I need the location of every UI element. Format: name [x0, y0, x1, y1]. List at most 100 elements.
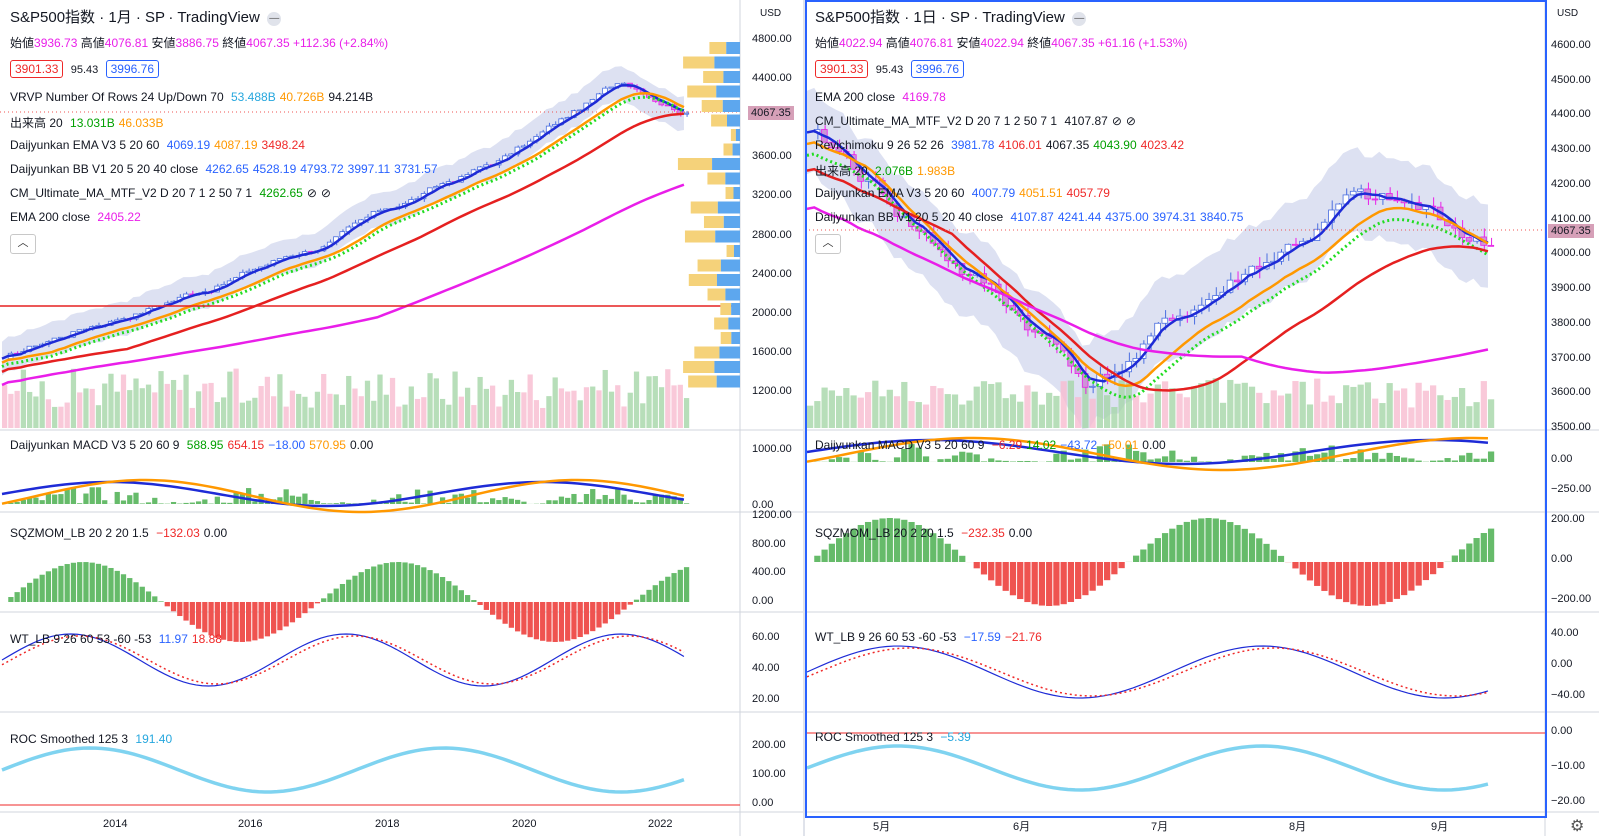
indicator-legend-row[interactable]: Daijyunkan EMA V3 5 20 60 4007.79 4051.51… [815, 186, 1110, 200]
volume-profile-bar [735, 129, 740, 141]
buy-button[interactable]: 3996.76 [105, 60, 159, 78]
volume-bar [427, 373, 433, 428]
volume-bar [922, 404, 930, 428]
more-options-icon[interactable]: — [1072, 11, 1087, 26]
gear-icon[interactable]: ⚙ [1570, 818, 1585, 835]
symbol-title[interactable]: S&P500指数 · 1月 · SP [10, 9, 166, 26]
indicator-legend-row[interactable]: EMA 200 close 4169.78 [815, 90, 946, 104]
sqz-axis-label: −200.00 [1551, 593, 1592, 605]
volume-profile-bar [723, 216, 740, 228]
macd-histogram-bar [170, 501, 177, 504]
macd-histogram-bar [1393, 455, 1401, 462]
collapse-legend-button[interactable]: ︿ [10, 234, 36, 254]
macd-histogram-bar [189, 502, 195, 504]
volume-bar [807, 405, 814, 428]
volume-bar [1219, 402, 1227, 428]
squeeze-momentum-bar [1458, 549, 1466, 562]
squeeze-momentum-bar [489, 602, 496, 615]
indicator-value: 3974.31 [1152, 210, 1197, 224]
indicator-legend-row[interactable]: VRVP Number Of Rows 24 Up/Down 70 53.488… [10, 90, 373, 104]
indicator-value: 4107.87 [1010, 210, 1054, 224]
macd-histogram-bar [27, 497, 33, 504]
squeeze-momentum-bar [814, 555, 821, 562]
macd-histogram-bar [1169, 450, 1176, 462]
macd-histogram-bar [677, 497, 683, 504]
macd-histogram-bar [1161, 456, 1169, 462]
volume-bar [1314, 378, 1321, 428]
collapse-legend-button[interactable]: ︿ [815, 234, 841, 254]
squeeze-momentum-bar [321, 598, 327, 602]
indicator-legend-row[interactable]: 出来高 20 2.076B 1.983B [815, 162, 955, 179]
squeeze-momentum-bar [45, 571, 52, 602]
sell-button[interactable]: 3901.33 [10, 60, 64, 78]
pane-divider[interactable] [803, 0, 805, 836]
indicator-legend-row[interactable]: Daijyunkan BB V1 20 5 20 40 close 4262.6… [10, 162, 438, 176]
squeeze-momentum-bar [627, 602, 633, 605]
macd-histogram-bar [102, 500, 108, 504]
macd-histogram-bar [828, 459, 835, 462]
daily-chart-canvas[interactable] [805, 0, 1599, 836]
squeeze-momentum-bar [951, 549, 959, 562]
squeeze-momentum-bar [389, 562, 396, 602]
squeeze-momentum-bar [408, 563, 414, 602]
volume-bar [1408, 407, 1415, 428]
macd-histogram-bar [252, 501, 258, 504]
squeeze-momentum-bar [640, 594, 646, 602]
monthly-chart-canvas[interactable] [0, 0, 803, 836]
wt-value: 18.88 [191, 632, 222, 646]
squeeze-momentum-bar [521, 602, 527, 635]
spread-value: 95.43 [875, 64, 904, 76]
macd-histogram-bar [1386, 452, 1393, 462]
volume-profile-bar [709, 42, 727, 54]
squeeze-momentum-bar [383, 563, 389, 602]
indicator-legend-row[interactable]: CM_Ultimate_MA_MTF_V2 D 20 7 1 2 50 7 1 … [10, 186, 331, 200]
volume-bar [814, 401, 821, 428]
macd-histogram-bar [633, 502, 640, 504]
volume-bar [857, 397, 864, 428]
buy-button[interactable]: 3996.76 [910, 60, 964, 78]
volume-bar [327, 393, 333, 428]
squeeze-momentum-bar [886, 518, 893, 562]
sqz-legend: SQZMOM_LB 20 2 20 1.5 −132.03 0.00 [10, 526, 227, 540]
indicator-legend-row[interactable]: Revichimoku 9 26 52 26 3981.78 4106.01 406… [815, 138, 1184, 152]
volume-bar [371, 400, 377, 428]
indicator-legend-row[interactable]: Daijyunkan BB V1 20 5 20 40 close 4107.8… [815, 210, 1243, 224]
volume-bar [139, 388, 145, 428]
volume-profile-bar [730, 129, 736, 141]
squeeze-momentum-bar [683, 567, 690, 602]
currency-label[interactable]: USD [760, 8, 782, 19]
macd-histogram-bar [1140, 452, 1147, 462]
candle-body [1371, 198, 1379, 201]
currency-label[interactable]: USD [1557, 8, 1579, 19]
volume-bar [646, 376, 652, 428]
volume-profile-bar [677, 158, 713, 170]
candle-body [620, 82, 627, 85]
macd-histogram-bar [1430, 460, 1437, 462]
volume-bar [988, 383, 995, 428]
sell-button[interactable]: 3901.33 [815, 60, 869, 78]
daily-chart-pane[interactable]: S&P500指数 · 1日 · SP · TradingView — 始値402… [805, 0, 1599, 836]
volume-bar [1386, 383, 1393, 428]
symbol-title[interactable]: S&P500指数 · 1日 · SP [815, 9, 971, 26]
indicator-legend-row[interactable]: 出来高 20 13.031B 46.033B [10, 114, 163, 131]
monthly-chart-pane[interactable]: S&P500指数 · 1月 · SP · TradingView — 始値393… [0, 0, 803, 836]
volume-bar [120, 374, 127, 428]
volume-bar [127, 390, 133, 428]
indicator-legend-row[interactable]: Daijyunkan EMA V3 5 20 60 4069.19 4087.19… [10, 138, 305, 152]
price-axis-label: 4300.00 [1551, 143, 1591, 156]
squeeze-momentum-bar [577, 602, 583, 638]
volume-profile-bar [733, 245, 740, 257]
volume-bar [39, 381, 45, 428]
volume-bar [1328, 395, 1335, 428]
volume-bar [886, 389, 893, 428]
indicator-legend-row[interactable]: CM_Ultimate_MA_MTF_V2 D 20 7 1 2 50 7 1 … [815, 114, 1136, 128]
squeeze-momentum-bar [346, 579, 352, 602]
more-options-icon[interactable]: — [267, 11, 282, 26]
macd-histogram-bar [77, 503, 83, 504]
indicator-legend-row[interactable]: EMA 200 close 2405.22 [10, 210, 141, 224]
macd-histogram-bar [893, 457, 901, 462]
ema-slow-line [806, 167, 1489, 392]
volume-bar [464, 387, 471, 428]
macd-histogram-bar [864, 453, 872, 462]
price-axis-label: 4200.00 [1551, 177, 1591, 190]
